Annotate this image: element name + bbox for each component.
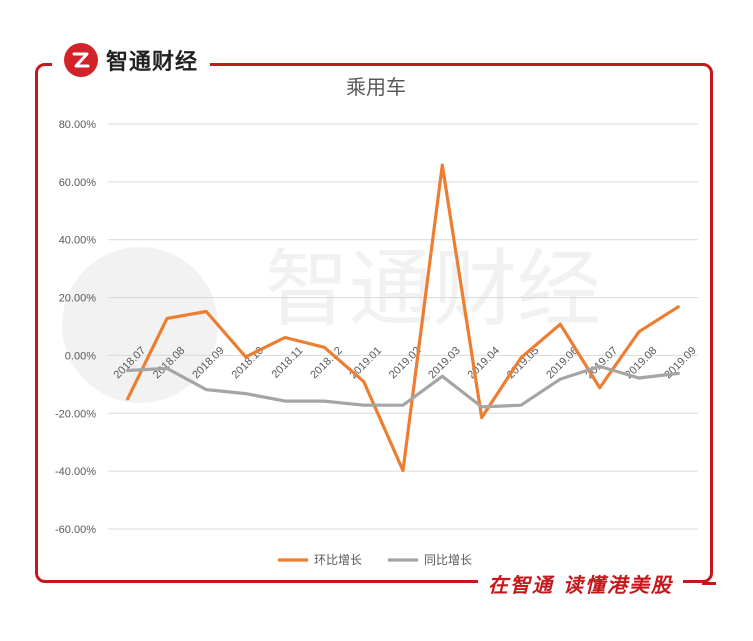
y-tick-label: -60.00% [55, 524, 96, 536]
y-tick-label: -40.00% [55, 466, 96, 478]
grid [108, 123, 698, 530]
legend: 环比增长 同比增长 [278, 553, 472, 567]
brand-name: 智通财经 [106, 50, 199, 75]
x-tick-label: 2019.07 [584, 345, 621, 382]
brand-header: 智通财经 [52, 40, 211, 80]
legend-label-yoy: 同比增长 [424, 553, 472, 567]
x-tick-label: 2018.11 [269, 345, 305, 381]
watermark-text: 智通财经 [265, 240, 601, 338]
chart-title: 乘用车 [346, 75, 406, 99]
y-tick-label: 40.00% [59, 235, 97, 247]
series-line-yoy [126, 364, 680, 409]
x-tick-label: 2019.03 [426, 345, 463, 382]
legend-label-mom: 环比增长 [314, 553, 362, 567]
y-tick-label: 60.00% [59, 177, 97, 189]
y-tick-label: -20.00% [55, 408, 96, 420]
slogan: 在智通 读懂港美股 [478, 566, 683, 600]
y-tick-label: 0.00% [65, 350, 96, 362]
y-tick-label: 20.00% [59, 293, 97, 305]
y-axis: 80.00% 60.00% 40.00% 20.00% 0.00% -20.00% -40.… [55, 119, 96, 536]
series-lines [126, 163, 680, 473]
slogan-divider [702, 582, 716, 585]
series-line-mom [126, 163, 680, 473]
x-tick-label: 2019.01 [348, 345, 385, 382]
brand-logo-icon [64, 43, 98, 77]
y-tick-label: 80.00% [59, 119, 97, 131]
watermark: 智通财经 [62, 240, 601, 403]
chart-frame [35, 63, 713, 583]
watermark-logo [62, 247, 218, 403]
